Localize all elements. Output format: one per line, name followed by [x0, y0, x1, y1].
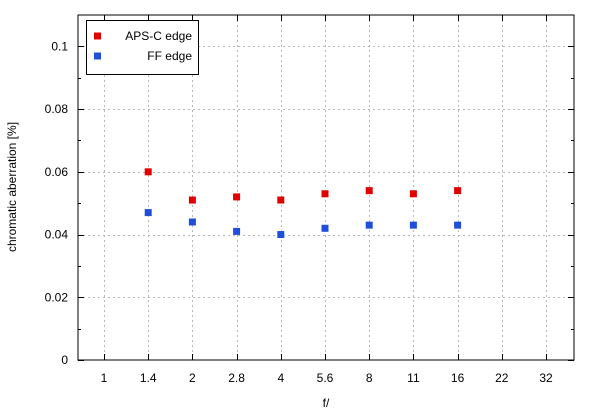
y-tick-label: 0.04: [45, 228, 69, 242]
data-point-series-1: [409, 190, 417, 198]
y-tick-label: 0.02: [45, 290, 69, 304]
data-point-series-1: [277, 196, 285, 204]
legend-marker: [94, 32, 101, 40]
x-tick-label: 8: [366, 371, 373, 385]
data-point-series-2: [365, 221, 373, 229]
x-tick-label: 4: [277, 371, 284, 385]
data-point-series-1: [321, 190, 329, 198]
x-tick-label: 2.8: [228, 371, 245, 385]
x-tick-label: 22: [495, 371, 509, 385]
data-point-series-1: [365, 187, 373, 195]
data-points: [144, 168, 462, 239]
x-tick-label: 1: [101, 371, 108, 385]
x-tick-label: 5.6: [317, 371, 334, 385]
y-tick-label: 0.06: [45, 165, 69, 179]
plot-frame: [77, 14, 575, 361]
legend-label: FF edge: [147, 49, 192, 63]
y-tick-label: 0.08: [45, 102, 69, 116]
x-tick-label: 32: [539, 371, 553, 385]
y-tick-label: 0.1: [51, 39, 68, 53]
x-tick-label: 16: [451, 371, 465, 385]
data-point-series-1: [188, 196, 196, 204]
data-point-series-2: [454, 221, 462, 229]
y-axis-title: chromatic aberration [%]: [5, 122, 19, 252]
data-point-series-2: [144, 209, 152, 217]
legend: APS-C edge FF edge: [86, 20, 199, 75]
x-tick-label: 11: [407, 371, 420, 385]
legend-marker: [94, 52, 101, 60]
legend-label: APS-C edge: [125, 29, 192, 43]
x-tick-label: 2: [189, 371, 196, 385]
data-point-series-1: [233, 193, 241, 201]
data-point-series-1: [454, 187, 462, 195]
data-point-series-1: [144, 168, 152, 176]
data-point-series-2: [409, 221, 417, 229]
x-axis-title: f/: [323, 396, 330, 410]
x-tick-label: 1.4: [140, 371, 157, 385]
y-tick-label: 0: [61, 353, 68, 367]
data-point-series-2: [233, 227, 241, 235]
legend-box: [86, 20, 199, 75]
data-point-series-2: [321, 224, 329, 232]
data-point-series-2: [188, 218, 196, 226]
data-point-series-2: [277, 231, 285, 239]
